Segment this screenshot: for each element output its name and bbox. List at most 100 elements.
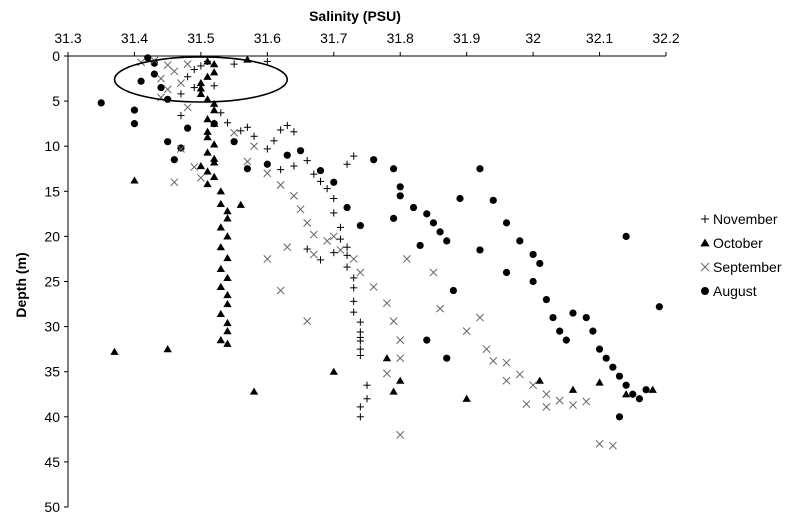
data-point-october — [223, 327, 232, 335]
data-point-august — [389, 165, 398, 173]
data-point-september — [309, 230, 318, 239]
data-point-september — [389, 317, 398, 326]
data-point-september — [183, 103, 192, 112]
data-point-september — [382, 369, 391, 378]
data-point-september — [369, 282, 378, 291]
y-axis-title: Depth (m) — [13, 252, 29, 317]
data-point-september — [230, 128, 239, 137]
x-marker-b — [170, 178, 179, 187]
x-marker-b — [163, 85, 172, 94]
data-point-october — [203, 179, 212, 188]
data-point-november — [177, 111, 185, 120]
data-point-september — [489, 356, 498, 365]
data-point-november — [263, 145, 271, 153]
data-point-november — [270, 137, 278, 145]
data-point-august — [609, 363, 617, 371]
data-point-october — [216, 336, 225, 344]
data-point-september — [529, 381, 538, 390]
data-point-september — [170, 178, 179, 187]
data-point-august — [164, 138, 172, 146]
data-point-october — [223, 273, 232, 281]
x-marker-b — [529, 381, 538, 390]
data-point-september — [482, 345, 491, 354]
data-point-august — [423, 336, 431, 344]
y-tick-label: 50 — [44, 499, 60, 514]
x-marker-b — [389, 317, 398, 326]
data-point-august — [589, 327, 597, 335]
data-point-november — [203, 57, 212, 66]
data-point-october — [203, 72, 212, 80]
data-point-august — [549, 313, 557, 322]
data-point-november — [243, 123, 251, 131]
data-point-september — [595, 439, 604, 448]
legend-item-november: November — [701, 211, 778, 227]
x-marker-b — [243, 157, 252, 166]
x-marker-b — [137, 58, 146, 67]
data-point-september — [157, 74, 165, 83]
x-marker-b — [542, 402, 551, 411]
data-point-august — [622, 381, 630, 389]
x-marker-b — [323, 236, 332, 245]
data-point-october — [621, 390, 631, 398]
x-marker-b — [436, 304, 445, 313]
data-point-september — [243, 157, 252, 166]
data-point-august — [356, 221, 364, 230]
legend-label-august: August — [713, 283, 757, 299]
data-point-august — [283, 151, 291, 159]
x-tick-label: 31.7 — [320, 30, 347, 46]
data-point-september — [608, 441, 617, 450]
data-point-august — [177, 144, 185, 152]
data-point-october — [223, 318, 232, 327]
data-point-september — [429, 268, 438, 277]
data-point-august — [642, 386, 650, 394]
data-point-august — [443, 354, 451, 362]
x-marker-b — [502, 376, 511, 385]
data-point-november — [210, 82, 218, 90]
data-point-september — [289, 191, 298, 200]
data-point-october — [216, 199, 225, 208]
data-point-september — [396, 336, 405, 345]
data-point-october — [216, 282, 225, 290]
data-point-october — [389, 387, 398, 395]
x-marker-b — [196, 173, 205, 182]
data-point-september — [582, 397, 591, 406]
data-point-august — [629, 390, 637, 398]
data-point-november — [330, 194, 338, 203]
data-point-august — [529, 277, 537, 286]
data-point-october — [210, 119, 219, 127]
data-point-august — [316, 166, 325, 175]
legend-item-october: October — [700, 235, 763, 251]
data-point-october — [223, 290, 232, 299]
legend-label-october: October — [713, 235, 763, 251]
data-point-september — [190, 162, 199, 171]
data-point-november — [343, 160, 351, 168]
data-point-september — [522, 400, 531, 409]
legend-label-november: November — [713, 211, 778, 227]
data-point-october — [216, 223, 225, 231]
data-point-october — [210, 60, 219, 68]
x-marker-b — [356, 268, 365, 277]
data-point-november — [217, 109, 225, 117]
x-marker-b — [396, 354, 405, 363]
series-october — [110, 55, 657, 402]
data-point-august — [582, 313, 590, 322]
data-point-november — [330, 249, 338, 257]
data-point-september — [263, 169, 272, 178]
data-point-october — [223, 214, 232, 222]
x-marker-b — [230, 128, 239, 137]
data-point-september — [402, 254, 411, 263]
data-point-august — [263, 160, 271, 168]
data-point-october — [203, 115, 212, 123]
y-tick-label: 10 — [44, 138, 60, 154]
data-point-september — [303, 218, 312, 227]
data-point-november — [190, 83, 198, 92]
legend-marker-november — [701, 215, 709, 223]
data-point-august — [343, 203, 351, 212]
data-point-october — [163, 345, 172, 353]
data-point-august — [635, 395, 644, 403]
data-point-september — [177, 144, 185, 153]
y-tick-label: 20 — [44, 228, 60, 244]
data-point-november — [290, 128, 298, 136]
data-point-november — [363, 395, 371, 403]
data-point-august — [556, 327, 564, 335]
